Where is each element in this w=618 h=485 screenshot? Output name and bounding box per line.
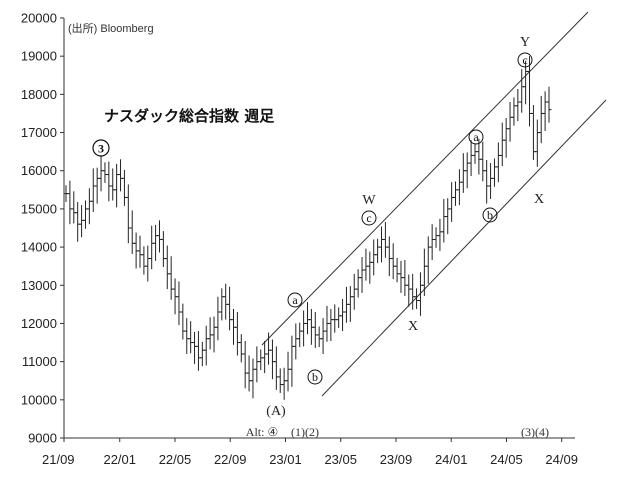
wave-X2-label: X xyxy=(534,192,544,207)
wave-W-label: W xyxy=(362,193,376,208)
wave-X1-label: X xyxy=(408,319,418,334)
y-tick-label: 18000 xyxy=(21,87,57,102)
y-tick-label: 15000 xyxy=(21,201,57,216)
wave-b1-circle xyxy=(307,369,323,385)
wave-c2-circle xyxy=(517,52,533,68)
y-tick-label: 14000 xyxy=(21,240,57,255)
x-tick-label: 24/01 xyxy=(435,452,468,467)
wave3-circle xyxy=(92,139,110,157)
y-tick-label: 13000 xyxy=(21,278,57,293)
wave-b2-circle xyxy=(482,207,498,223)
chart-title: ナスダック総合指数 週足 xyxy=(104,107,275,125)
y-tick-label: 11000 xyxy=(22,354,57,369)
y-tick-label: 19000 xyxy=(21,49,57,64)
y-tick-label: 16000 xyxy=(21,163,57,178)
wave-Y-label: Y xyxy=(520,35,530,50)
wave-a1-label: a xyxy=(292,293,298,307)
source-label: (出所) Bloomberg xyxy=(68,21,154,35)
x-tick-label: 24/09 xyxy=(545,452,578,467)
y-tick-label: 17000 xyxy=(21,125,57,140)
channel-upper-line xyxy=(261,11,589,346)
wave-A-label: (A) xyxy=(266,404,286,419)
x-tick-label: 23/09 xyxy=(380,452,413,467)
x-tick-label: 22/01 xyxy=(103,452,136,467)
price-bars xyxy=(63,56,552,400)
alt4-label: Alt: ④ xyxy=(246,425,278,439)
wave-c1-label: c xyxy=(366,211,371,225)
wave-b2-label: b xyxy=(487,208,493,222)
x-tick-label: 21/09 xyxy=(42,452,75,467)
wave-c2-label: c xyxy=(522,53,527,67)
y-tick-label: 20000 xyxy=(21,11,57,26)
x-tick-label: 24/05 xyxy=(490,452,523,467)
wave34-label: (3)(4) xyxy=(521,425,549,439)
wave-c1-circle xyxy=(361,210,377,226)
y-tick-label: 12000 xyxy=(21,316,57,331)
wave-b1-label: b xyxy=(312,370,318,384)
x-tick-label: 22/05 xyxy=(159,452,192,467)
wave12-label: (1)(2) xyxy=(291,425,319,439)
axes: 9000 10000 11000 12000 13000 14000 15000 16000 1… xyxy=(21,11,578,468)
y-tick-label: 10000 xyxy=(21,392,57,407)
y-tick-label: 9000 xyxy=(28,431,57,446)
x-tick-label: 22/09 xyxy=(214,452,247,467)
x-tick-label: 23/05 xyxy=(324,452,357,467)
channel-lower-line xyxy=(321,99,607,397)
trend-channel xyxy=(261,11,607,397)
x-tick-label: 23/01 xyxy=(269,452,302,467)
wave-a1-circle xyxy=(287,292,303,308)
wave3-label: 3 xyxy=(98,142,104,156)
wave-a2-label: a xyxy=(473,130,479,144)
wave-annotations: 3 a b c W a b c Y X X (A) Alt: ④ (1)(2) … xyxy=(92,35,549,439)
wave-a2-circle xyxy=(468,129,484,145)
